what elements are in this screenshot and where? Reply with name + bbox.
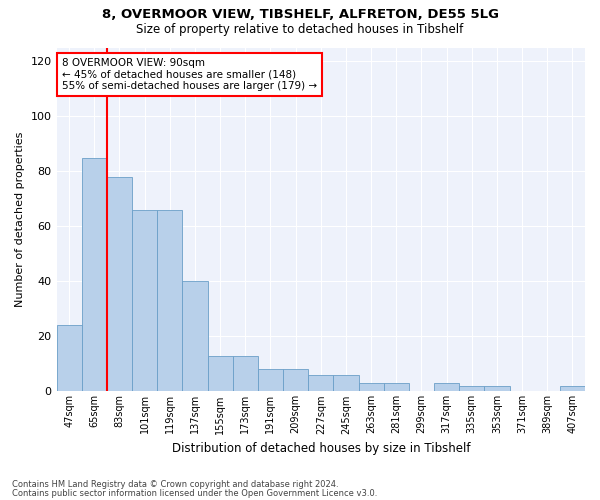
Bar	[383, 383, 409, 392]
Bar	[434, 383, 459, 392]
Bar	[157, 210, 182, 392]
Bar	[208, 356, 233, 392]
Bar	[233, 356, 258, 392]
Text: 8 OVERMOOR VIEW: 90sqm
← 45% of detached houses are smaller (148)
55% of semi-de: 8 OVERMOOR VIEW: 90sqm ← 45% of detached…	[62, 58, 317, 91]
Bar	[459, 386, 484, 392]
Bar	[132, 210, 157, 392]
Bar	[258, 370, 283, 392]
Bar	[107, 177, 132, 392]
Bar	[308, 375, 334, 392]
Bar	[484, 386, 509, 392]
Text: Contains HM Land Registry data © Crown copyright and database right 2024.: Contains HM Land Registry data © Crown c…	[12, 480, 338, 489]
Bar	[82, 158, 107, 392]
Bar	[359, 383, 383, 392]
Y-axis label: Number of detached properties: Number of detached properties	[15, 132, 25, 307]
Bar	[56, 326, 82, 392]
Text: Size of property relative to detached houses in Tibshelf: Size of property relative to detached ho…	[136, 22, 464, 36]
Bar	[560, 386, 585, 392]
Text: 8, OVERMOOR VIEW, TIBSHELF, ALFRETON, DE55 5LG: 8, OVERMOOR VIEW, TIBSHELF, ALFRETON, DE…	[101, 8, 499, 20]
Bar	[283, 370, 308, 392]
X-axis label: Distribution of detached houses by size in Tibshelf: Distribution of detached houses by size …	[172, 442, 470, 455]
Text: Contains public sector information licensed under the Open Government Licence v3: Contains public sector information licen…	[12, 488, 377, 498]
Bar	[182, 282, 208, 392]
Bar	[334, 375, 359, 392]
